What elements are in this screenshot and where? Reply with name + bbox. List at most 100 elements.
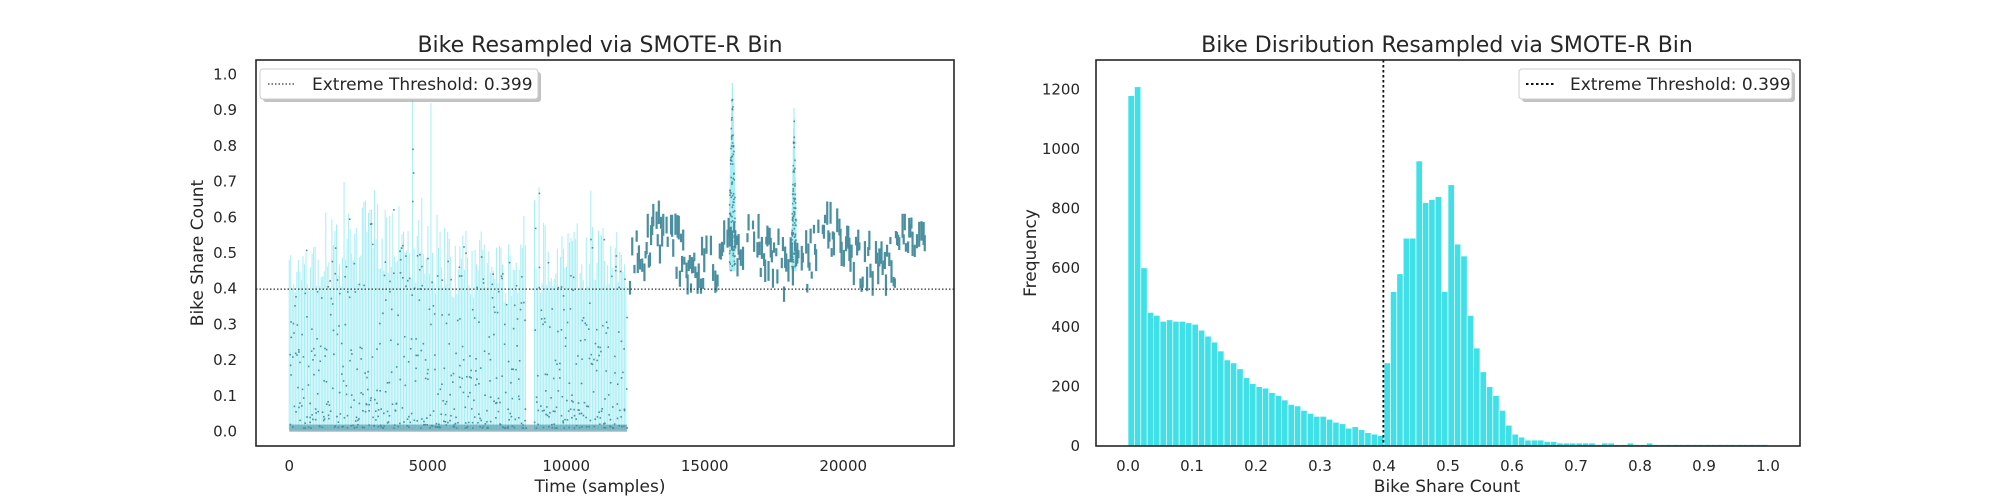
left-point — [571, 400, 573, 402]
left-point — [611, 275, 613, 278]
left-point — [338, 391, 341, 394]
left-point — [792, 224, 794, 226]
histogram-bar — [1524, 439, 1532, 447]
left-point — [544, 321, 546, 323]
left-point — [424, 359, 427, 361]
left-point — [797, 250, 800, 259]
left-point — [332, 329, 335, 332]
left-point — [297, 386, 299, 389]
left-point — [499, 401, 501, 404]
left-point — [329, 280, 331, 282]
left-point — [433, 313, 436, 315]
left-point — [623, 348, 625, 350]
left-point — [333, 353, 335, 356]
left-point — [637, 245, 640, 263]
left-point — [307, 365, 310, 368]
left-point — [350, 349, 352, 351]
left-point — [554, 359, 557, 362]
left-point — [579, 339, 582, 342]
left-point — [721, 242, 725, 253]
left-point — [732, 106, 734, 108]
left-point — [729, 228, 731, 231]
left-point — [578, 409, 580, 411]
right-y-tick-label: 200 — [1051, 378, 1080, 396]
left-point — [316, 291, 319, 293]
left-point — [729, 213, 732, 216]
left-point — [729, 189, 732, 192]
left-point — [290, 321, 292, 323]
left-point — [703, 248, 706, 273]
left-point — [557, 286, 560, 289]
histogram-bar — [1441, 291, 1449, 447]
left-point — [732, 204, 734, 206]
histogram-bar — [1159, 320, 1167, 447]
left-point — [438, 423, 440, 426]
left-point — [561, 395, 564, 398]
left-point — [792, 232, 794, 234]
histogram-bar — [1434, 196, 1442, 447]
left-legend-box — [259, 68, 539, 100]
left-point — [309, 421, 311, 424]
left-point — [728, 229, 731, 247]
left-point — [844, 236, 848, 252]
left-point — [644, 250, 647, 259]
left-point — [473, 399, 475, 402]
left-point — [849, 255, 852, 272]
left-point — [700, 236, 704, 256]
left-point — [368, 403, 370, 406]
left-point — [364, 410, 367, 413]
left-point — [604, 422, 606, 425]
left-point — [388, 381, 391, 384]
left-point — [436, 275, 439, 277]
left-point — [562, 421, 565, 424]
left-point — [489, 396, 492, 398]
left-point — [733, 234, 736, 237]
left-point — [426, 372, 429, 375]
left-point — [559, 377, 561, 379]
left-point — [315, 412, 317, 414]
left-point — [616, 383, 619, 386]
left-point — [588, 328, 590, 330]
left-point — [377, 415, 380, 418]
left-point — [806, 283, 809, 293]
left-point — [729, 242, 731, 244]
left-point — [566, 399, 568, 402]
left-point — [376, 402, 378, 405]
left-point — [792, 141, 795, 143]
left-point — [559, 362, 561, 365]
left-point — [412, 172, 415, 174]
left-point — [733, 150, 735, 153]
left-point — [405, 285, 407, 288]
left-point — [534, 227, 537, 230]
left-point — [389, 290, 391, 293]
left-point — [356, 368, 358, 371]
left-point — [548, 416, 550, 418]
left-point — [441, 279, 443, 281]
left-point — [589, 419, 592, 422]
left-point — [497, 397, 500, 400]
left-point — [393, 272, 395, 275]
left-point — [464, 406, 467, 409]
left-point — [552, 377, 555, 380]
histogram-bar — [1134, 86, 1142, 447]
left-point — [753, 231, 756, 252]
left-point — [479, 417, 481, 420]
left-point — [312, 347, 315, 350]
left-point — [316, 338, 318, 340]
left-point — [344, 323, 347, 326]
left-point — [478, 321, 480, 323]
left-point — [733, 198, 735, 201]
left-point — [298, 406, 300, 409]
left-point — [520, 422, 523, 425]
left-point — [734, 255, 736, 257]
left-point — [628, 280, 632, 295]
left-point — [399, 250, 401, 253]
left-point — [394, 409, 397, 412]
left-point — [413, 287, 416, 290]
left-point — [733, 201, 735, 204]
left-point — [729, 231, 732, 234]
left-point — [590, 353, 593, 356]
left-point — [719, 249, 722, 260]
left-point — [605, 332, 608, 334]
left-point — [552, 410, 555, 413]
